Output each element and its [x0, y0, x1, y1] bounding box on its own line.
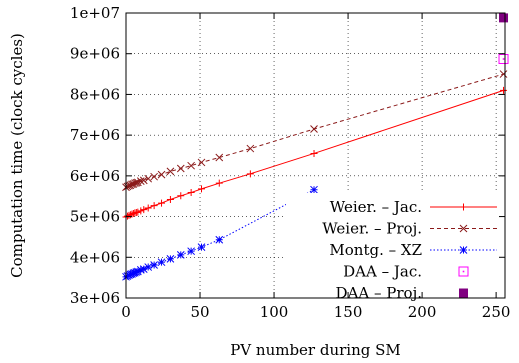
data-point	[499, 13, 509, 23]
data-point	[144, 263, 153, 271]
series-0	[122, 86, 508, 221]
data-point	[132, 178, 141, 187]
data-point	[157, 258, 166, 267]
x-tick-label: 150	[334, 303, 363, 321]
series-3	[498, 54, 509, 65]
series-layer	[122, 13, 509, 281]
legend-background	[286, 193, 504, 297]
data-point	[125, 211, 133, 219]
x-tick-label: 200	[408, 303, 437, 321]
data-point	[310, 149, 318, 157]
data-point	[246, 170, 254, 178]
x-axis-label: PV number during SM	[230, 341, 401, 359]
data-point	[131, 179, 139, 188]
y-tick-label: 8e+06	[70, 85, 120, 103]
legend-marker	[459, 224, 468, 233]
y-tick-label: 6e+06	[70, 167, 120, 185]
data-point	[150, 261, 158, 269]
y-tick-label: 7e+06	[70, 126, 120, 144]
plot-frame	[125, 12, 506, 299]
data-point	[176, 250, 185, 259]
y-tick-label: 3e+06	[70, 289, 120, 307]
series-4	[499, 13, 509, 23]
y-tick-label: 4e+06	[70, 248, 120, 266]
y-tick-label: 5e+06	[70, 208, 120, 226]
data-point	[134, 208, 142, 216]
data-point	[157, 170, 166, 179]
data-point	[197, 243, 206, 251]
data-point	[158, 199, 166, 207]
series-line	[125, 73, 504, 188]
legend-marker	[459, 246, 468, 254]
data-point	[150, 202, 158, 210]
data-point	[140, 206, 148, 214]
data-point	[499, 70, 508, 78]
data-point	[198, 185, 206, 193]
data-point	[187, 247, 195, 256]
legend-marker	[460, 203, 467, 211]
data-point	[215, 179, 223, 187]
data-point	[129, 210, 137, 218]
data-point	[166, 167, 175, 176]
legend-label: Weier. – Jac.	[330, 198, 422, 216]
data-point	[133, 267, 142, 276]
legend-marker	[459, 288, 468, 298]
legend-label: Weier. – Proj.	[322, 220, 422, 238]
data-point	[500, 86, 508, 94]
y-axis-label: Computation time (clock cycles)	[8, 33, 26, 278]
data-point	[310, 125, 318, 133]
data-point	[126, 211, 134, 219]
data-point	[139, 265, 148, 273]
y-tick-label: 1e+07	[70, 4, 120, 22]
data-point	[177, 192, 185, 200]
legend-marker-center	[462, 270, 465, 273]
y-tick-label: 9e+06	[70, 45, 120, 63]
data-point	[215, 153, 224, 162]
axis-ticks: 3e+06 4e+06 5e+06 6e+06 7e+06 8e+06 9e+06 1e+07…	[70, 4, 511, 321]
x-tick-label: 0	[121, 303, 131, 321]
data-point	[137, 207, 145, 215]
data-point-center	[502, 58, 505, 60]
data-point	[310, 185, 318, 194]
data-point	[246, 144, 255, 153]
data-point	[144, 174, 153, 183]
data-point	[215, 235, 224, 244]
data-point	[197, 158, 206, 167]
data-point	[139, 176, 148, 185]
data-point	[136, 266, 145, 274]
series-2	[122, 185, 318, 281]
data-point	[176, 164, 185, 173]
legend-label: Montg. – XZ	[329, 241, 422, 259]
data-point	[150, 172, 158, 181]
data-point	[498, 54, 509, 65]
data-point	[187, 189, 195, 197]
data-point	[166, 195, 174, 203]
data-point	[136, 177, 145, 186]
data-point	[144, 204, 152, 212]
series-1	[122, 70, 508, 192]
data-point	[166, 255, 175, 263]
legend-marker	[458, 266, 469, 277]
data-point	[187, 161, 195, 170]
x-tick-label: 250	[482, 303, 511, 321]
legend-label: DAA – Jac.	[343, 263, 422, 281]
x-tick-label: 100	[260, 303, 289, 321]
x-tick-label: 50	[190, 303, 209, 321]
